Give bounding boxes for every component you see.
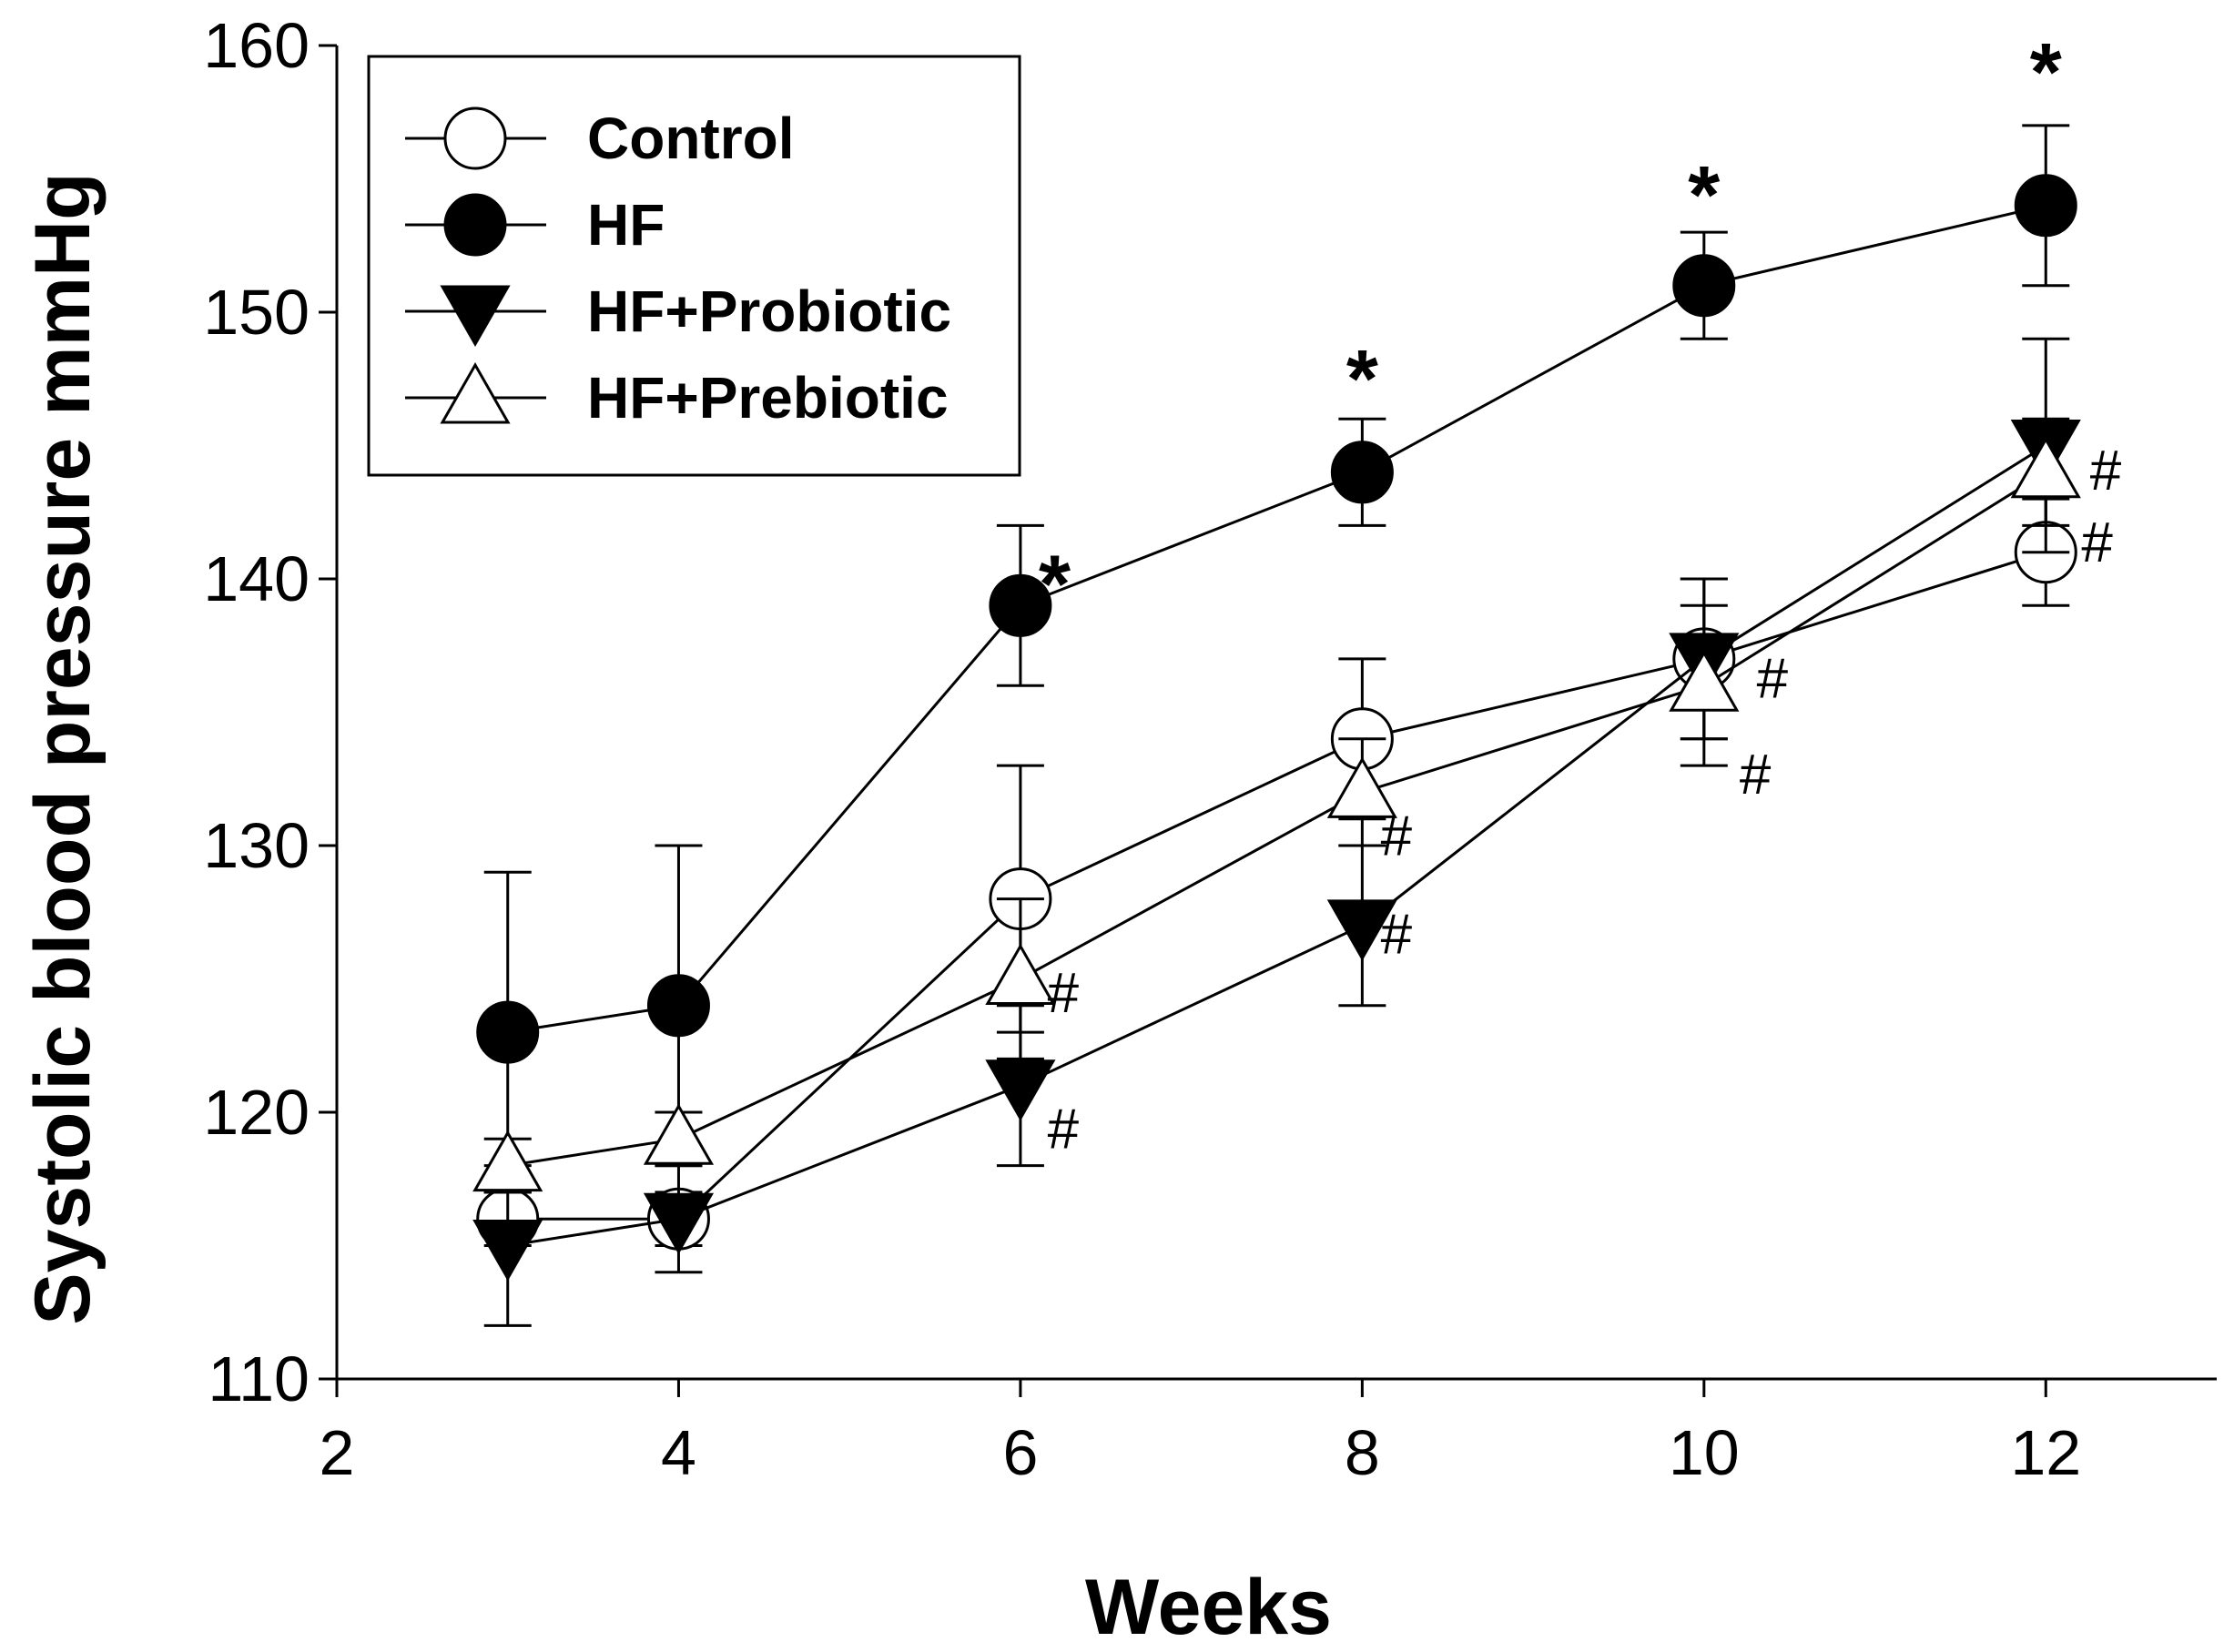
- series-hf-plus-probiotic: [472, 337, 2081, 1327]
- series-hf-plus-prebiotic: [472, 417, 2081, 1194]
- series-group: [472, 124, 2081, 1327]
- y-tick-label: 140: [203, 543, 310, 614]
- data-point-hf-plus-probiotic: [472, 1220, 543, 1282]
- y-tick-label: 120: [203, 1077, 310, 1148]
- data-point-hf-plus-prebiotic: [643, 1103, 715, 1165]
- significance-hash: #: [2090, 440, 2122, 502]
- x-tick-label: 4: [661, 1417, 696, 1488]
- legend-label-hf-plus-probiotic: HF+Probiotic: [587, 279, 951, 344]
- significance-hash: #: [2081, 512, 2113, 574]
- x-tick-label: 12: [2010, 1417, 2081, 1488]
- data-point-hf-plus-prebiotic: [1326, 756, 1397, 818]
- significance-hash: #: [1381, 805, 1413, 867]
- data-point-hf: [476, 1000, 540, 1064]
- significance-hash: #: [1740, 744, 1772, 806]
- x-tick-label: 10: [1669, 1417, 1740, 1488]
- significance-star: *: [1688, 150, 1720, 241]
- data-point-hf-plus-probiotic: [643, 1192, 715, 1255]
- y-tick-label: 150: [203, 277, 310, 348]
- data-point-hf-plus-probiotic: [1326, 899, 1397, 961]
- data-point-hf-plus-prebiotic: [1669, 650, 1740, 712]
- significance-hash: #: [1381, 904, 1413, 967]
- data-point-hf-plus-prebiotic: [985, 943, 1056, 1005]
- series-line-hf-plus-prebiotic: [507, 471, 2047, 1168]
- legend-label-control: Control: [587, 106, 795, 171]
- data-point-hf: [2014, 174, 2077, 238]
- data-point-hf: [646, 974, 710, 1038]
- axes: 110 120 130 140 150 160 2 4 6 8 10 12 Weeks Systolic …: [19, 10, 2217, 1651]
- data-point-hf: [1330, 441, 1394, 504]
- x-tick-label: 2: [320, 1417, 355, 1488]
- legend-marker-hf-plus-prebiotic: [440, 361, 511, 424]
- annotations: * * * * # # # # # # # #: [1039, 27, 2122, 1161]
- data-point-hf: [989, 573, 1052, 637]
- legend-entry-control: Control: [405, 106, 795, 171]
- significance-hash: #: [1757, 647, 1789, 710]
- data-point-hf-plus-prebiotic: [472, 1130, 543, 1192]
- legend-marker-control: [443, 106, 507, 170]
- data-point-hf: [1672, 254, 1736, 318]
- significance-star: *: [1346, 334, 1378, 425]
- legend: Control HF HF+Probiotic HF+Prebiotic: [367, 55, 1021, 477]
- x-tick-label: 6: [1002, 1417, 1038, 1488]
- y-tick-label: 110: [208, 1343, 310, 1414]
- data-point-hf-plus-probiotic: [985, 1059, 1056, 1121]
- series-line-control: [507, 551, 2046, 1221]
- legend-marker-hf-plus-probiotic: [440, 285, 511, 348]
- x-tick-label: 8: [1345, 1417, 1380, 1488]
- series-line-hf-plus-probiotic: [507, 444, 2047, 1247]
- legend-label-hf: HF: [587, 192, 665, 258]
- series-hf: [476, 124, 2077, 1194]
- data-point-hf-plus-prebiotic: [2010, 436, 2081, 499]
- series-control: [476, 497, 2077, 1251]
- legend-label-hf-plus-prebiotic: HF+Prebiotic: [587, 365, 949, 431]
- significance-hash: #: [1048, 962, 1080, 1025]
- x-axis-title: Weeks: [1085, 1564, 1332, 1651]
- legend-entry-hf-plus-probiotic: HF+Probiotic: [405, 279, 951, 348]
- y-tick-label: 160: [203, 10, 310, 81]
- significance-star: *: [1039, 540, 1071, 631]
- y-axis-title: Systolic blood pressure mmHg: [19, 172, 107, 1324]
- legend-marker-hf: [443, 193, 507, 257]
- legend-entry-hf-plus-prebiotic: HF+Prebiotic: [405, 361, 949, 431]
- significance-hash: #: [1048, 1099, 1080, 1161]
- y-tick-label: 130: [203, 810, 310, 881]
- legend-entry-hf: HF: [405, 192, 665, 258]
- significance-star: *: [2030, 27, 2062, 118]
